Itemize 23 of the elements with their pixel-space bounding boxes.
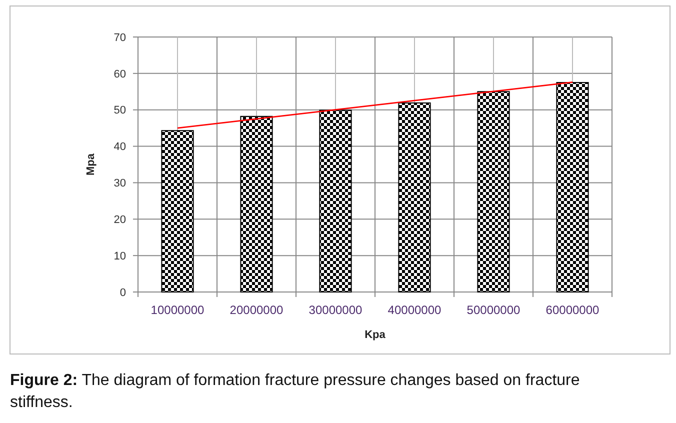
y-tick-label: 50 [114,104,126,117]
y-axis-title: Mpa [85,152,97,176]
y-tick-label: 0 [120,286,126,299]
y-tick-label: 40 [114,141,126,154]
y-tick-label: 60 [114,68,126,80]
bar [240,116,273,292]
bar [477,91,510,292]
y-tick-label: 10 [114,250,126,262]
x-axis-title: Kpa [364,329,386,341]
caption: Figure 2: The diagram of formation fracture pressure changes based on fracture stiffness. [10,371,581,413]
y-tick-label: 20 [114,214,126,226]
bar [161,130,194,292]
x-tick-label: 40000000 [388,303,442,317]
bar [556,82,589,292]
y-tick-label: 70 [114,32,126,44]
x-tick-label: 30000000 [308,303,363,317]
bar [319,110,352,292]
x-tick-label: 50000000 [466,303,521,317]
x-tick-label: 10000000 [150,303,205,317]
y-tick-label: 30 [114,178,126,190]
x-tick-label: 20000000 [230,303,284,317]
x-tick-label: 60000000 [546,303,600,317]
bar [398,102,431,292]
